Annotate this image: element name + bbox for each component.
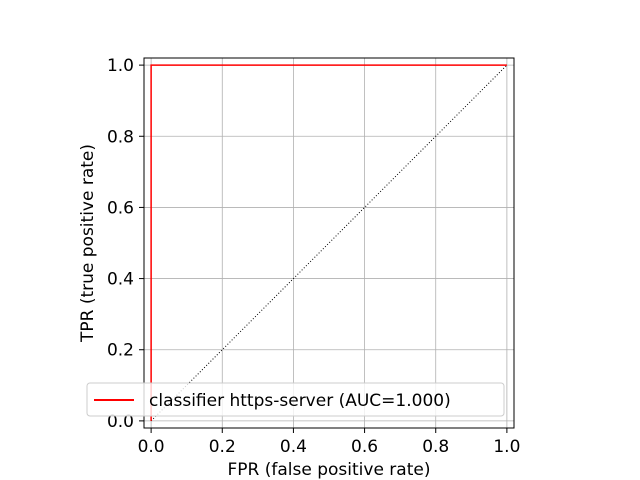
series-layer [150,64,508,422]
roc-curve-line [150,64,507,421]
x-tick-label: 0.4 [280,437,307,457]
y-tick-label: 0.6 [107,198,134,218]
grid-lines [144,58,514,428]
plot-frame [143,57,515,429]
legend-entry-label: classifier https-server (AUC=1.000) [149,391,451,411]
y-tick-label: 1.0 [107,56,134,76]
x-tick-label: 0.2 [209,437,236,457]
x-tick-label: 0.6 [351,437,378,457]
x-tick-label: 0.0 [138,437,165,457]
legend-box [86,382,505,417]
y-tick-label: 0.4 [107,270,134,290]
y-tick-label: 0.8 [107,127,134,147]
ticks: 0.0 0.2 0.4 0.6 0.8 1.0 0.0 0.2 0.4 0.6 0.8 1.0 [107,56,520,457]
x-axis-label: FPR (false positive rate) [228,460,431,480]
x-tick-label: 0.8 [422,437,449,457]
y-tick-label: 0.0 [107,412,134,432]
y-tick-label: 0.2 [107,341,134,361]
legend: classifier https-server (AUC=1.000) [86,382,505,417]
y-axis-label: TPR (true positive rate) [78,144,98,343]
chance-diagonal-line [150,64,508,422]
x-tick-label: 1.0 [493,437,520,457]
